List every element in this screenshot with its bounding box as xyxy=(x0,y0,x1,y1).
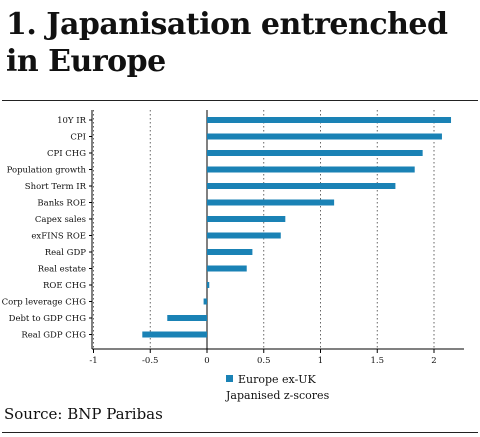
legend-label-line2: Japanised z-scores xyxy=(226,389,330,402)
bar xyxy=(207,117,452,123)
category-label: 10Y IR xyxy=(57,116,86,126)
category-label: CPI CHG xyxy=(47,149,86,159)
bar xyxy=(207,166,415,173)
category-label: Real GDP xyxy=(45,248,87,258)
legend: Europe ex-UK Japanised z-scores xyxy=(226,372,406,404)
bar xyxy=(142,331,207,338)
bar xyxy=(167,315,207,321)
category-label: ROE CHG xyxy=(43,281,86,291)
category-label: Capex sales xyxy=(35,215,86,225)
x-tick-label: 1.5 xyxy=(370,356,384,366)
category-label: Banks ROE xyxy=(37,199,86,209)
category-label: Real estate xyxy=(38,265,86,275)
bar xyxy=(207,282,210,288)
x-tick-label: 0.5 xyxy=(257,356,271,366)
category-label: Short Term IR xyxy=(25,182,87,192)
legend-label-line1: Europe ex-UK xyxy=(238,373,316,386)
bar xyxy=(207,199,335,206)
category-label: Corp leverage CHG xyxy=(2,298,87,308)
x-tick-label: 2 xyxy=(431,356,436,366)
bar xyxy=(203,298,207,305)
bottom-rule xyxy=(2,432,478,433)
bar xyxy=(207,133,442,140)
category-label: exFINS ROE xyxy=(31,232,86,242)
bar xyxy=(207,183,396,189)
bar xyxy=(207,216,286,222)
source-note: Source: BNP Paribas xyxy=(4,405,163,423)
bar xyxy=(207,150,423,156)
top-rule xyxy=(2,100,478,101)
category-label: Real GDP CHG xyxy=(21,331,86,341)
x-tick-label: -1 xyxy=(89,356,97,366)
bar xyxy=(207,232,281,239)
bar xyxy=(207,249,253,255)
chart-title: 1. Japanisation entrenched in Europe xyxy=(6,7,448,79)
x-tick-label: 1 xyxy=(318,356,323,366)
bar xyxy=(207,265,247,272)
bar-chart: -1 -0.5 0 0.5 1 1.5 2 10Y IR CPI CPI CHG Populatio… xyxy=(2,110,464,366)
x-tick-label: -0.5 xyxy=(142,356,158,366)
x-tick-label: 0 xyxy=(204,356,209,366)
category-label: CPI xyxy=(70,133,86,143)
category-label: Population growth xyxy=(7,166,87,176)
category-label: Debt to GDP CHG xyxy=(9,314,87,324)
legend-swatch xyxy=(226,375,233,382)
